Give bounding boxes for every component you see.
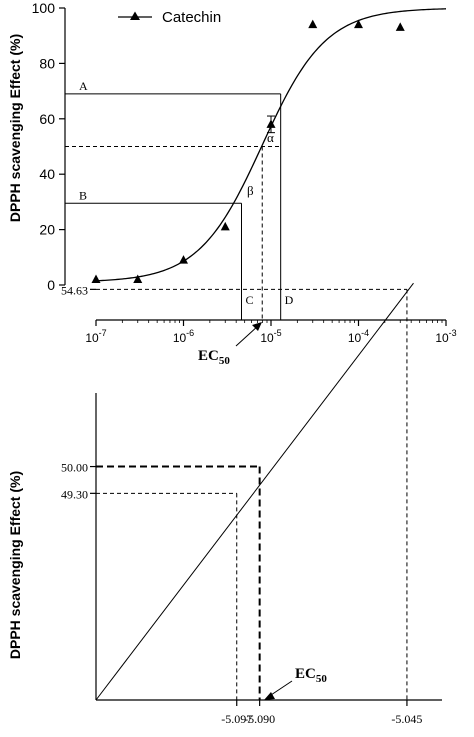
legend-marker — [130, 11, 140, 20]
y-tick-label: 49.30 — [61, 487, 88, 501]
reference-label-b: B — [79, 188, 87, 202]
data-point — [179, 255, 188, 264]
bottom-guide-lines — [96, 288, 408, 700]
y-tick-label: 20 — [39, 222, 55, 238]
top-ec50-annotation: EC50 — [198, 322, 262, 367]
data-point — [308, 19, 318, 29]
x-tick-label: 10-3 — [435, 328, 456, 345]
y-tick-label: 40 — [39, 166, 55, 182]
x-tick-label: 10-7 — [85, 328, 106, 345]
data-point — [395, 22, 405, 31]
x-tick-label: -5.090 — [244, 712, 275, 726]
bottom-ec50-annotation: EC50 — [264, 666, 327, 700]
data-point — [220, 221, 230, 231]
bottom-ec50-text: EC50 — [295, 666, 327, 685]
x-tick-label: 10-6 — [173, 328, 194, 345]
y-tick-label: 0 — [47, 277, 55, 293]
top-reference-lines: A B C D — [65, 79, 294, 320]
y-tick-label: 60 — [39, 111, 55, 127]
bottom-ec50-arrowhead — [264, 692, 275, 700]
top-x-ticks: 10-7 10-6 10-5 10-4 10-3 — [85, 320, 457, 345]
reference-label-d: D — [285, 293, 294, 307]
data-point — [354, 19, 363, 29]
top-chart: DPPH scavenging Effect (%) 020406080100 … — [7, 0, 457, 367]
bottom-y-axis-label: DPPH scavenging Effect (%) — [7, 471, 23, 659]
bottom-chart: DPPH scavenging Effect (%) 49.30 -5.097 50… — [7, 282, 442, 726]
top-ec50-arrow-shaft — [235, 324, 260, 347]
top-data-points — [91, 19, 405, 283]
x-tick-label: 10-5 — [260, 328, 281, 345]
top-legend: Catechin — [118, 9, 221, 26]
top-ec50-arrowhead — [252, 322, 262, 331]
top-y-ticks: 0 20 40 60 80 100 — [32, 0, 65, 293]
bottom-ticks: 49.30 -5.097 50.00 -5.090 54.63 -5.045 — [61, 283, 422, 726]
y-tick-label: 80 — [39, 55, 55, 71]
alpha-label: α — [267, 130, 274, 145]
data-point — [133, 274, 143, 283]
beta-label: β — [247, 183, 254, 198]
y-tick-label: 100 — [32, 0, 56, 16]
x-tick-label: -5.045 — [391, 712, 422, 726]
x-tick-label: 10-4 — [348, 328, 369, 345]
reference-label-a: A — [79, 79, 88, 93]
y-tick-label: 54.63 — [61, 283, 88, 297]
x-tick-label: -5.097 — [221, 712, 252, 726]
reference-label-c: C — [245, 293, 253, 307]
legend-label: Catechin — [162, 9, 221, 26]
top-y-axis-label: DPPH scavenging Effect (%) — [7, 34, 23, 222]
data-point — [91, 274, 101, 283]
bottom-fit-line — [95, 282, 414, 701]
top-ec50-text: EC50 — [198, 348, 230, 367]
y-tick-label: 50.00 — [61, 461, 88, 475]
